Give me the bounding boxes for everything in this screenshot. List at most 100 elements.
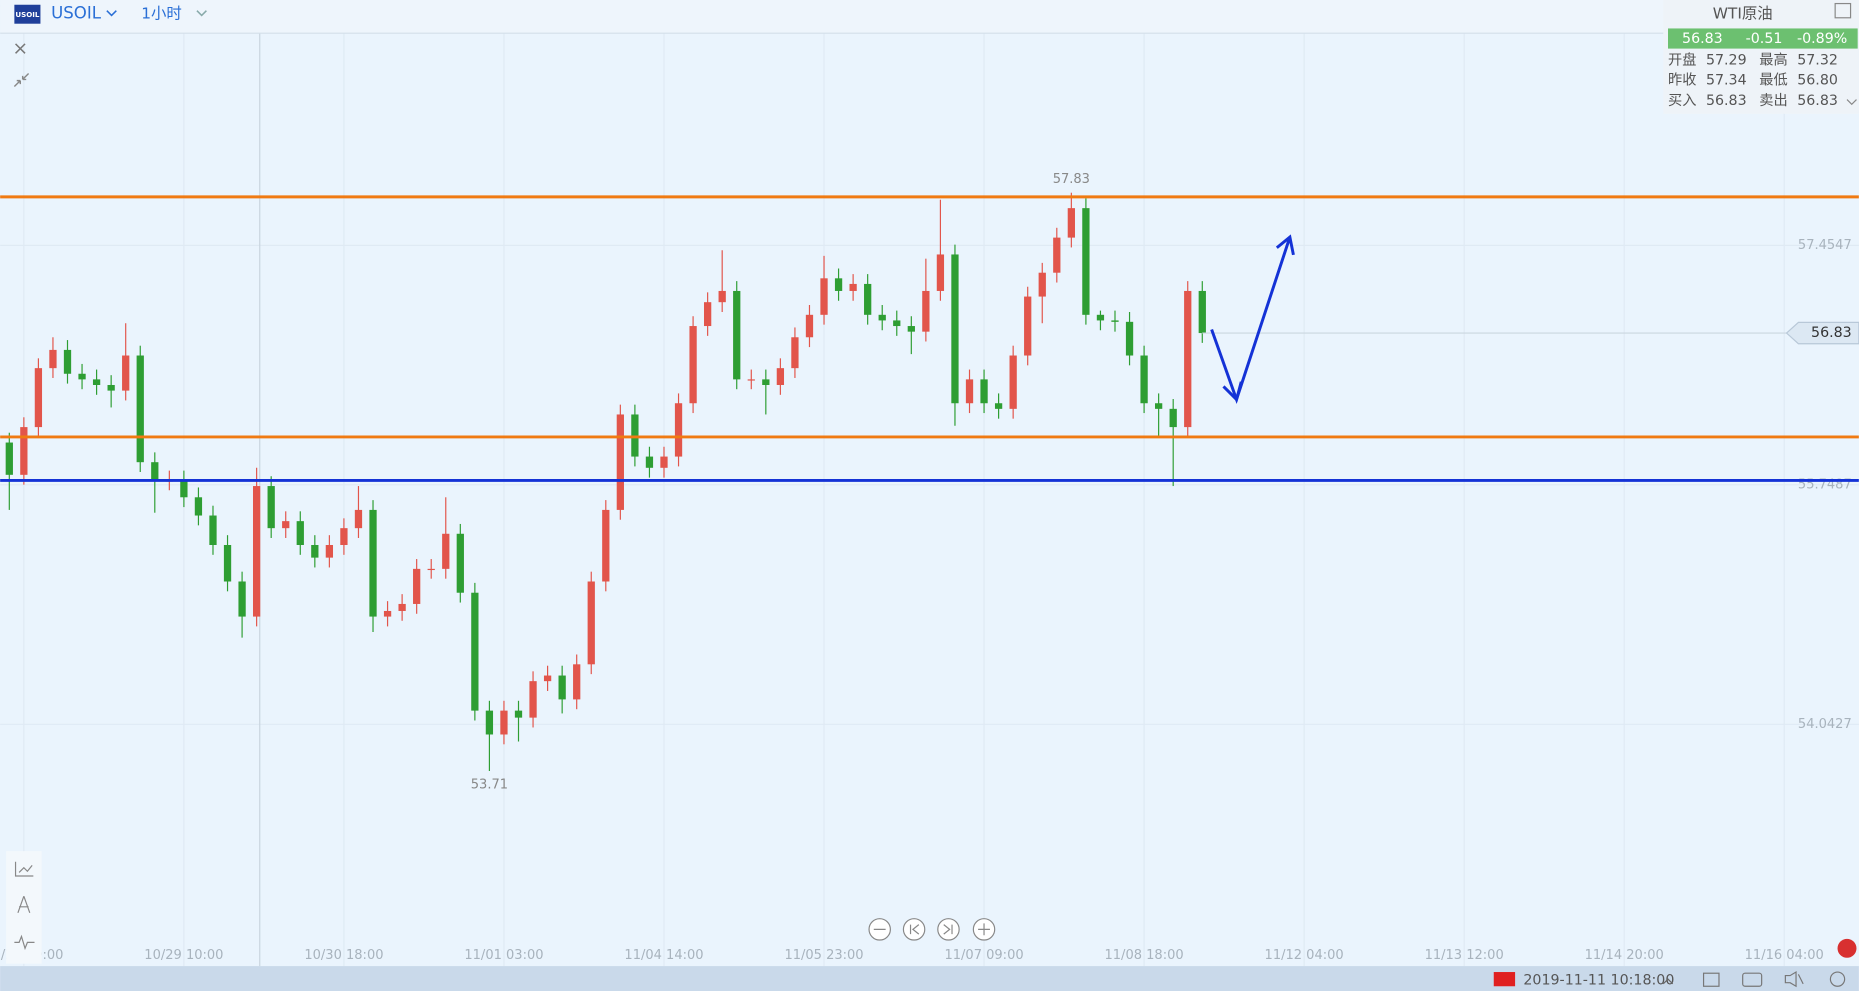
scroll-start[interactable]: [902, 918, 926, 941]
interval[interactable]: 1小时: [141, 5, 182, 23]
x-tick-label: 11/01 03:00: [464, 948, 543, 963]
candle-body: [340, 528, 348, 546]
quote-panel: [1663, 0, 1859, 114]
candle-body: [660, 456, 668, 468]
candle-body: [994, 403, 1003, 409]
status-expand[interactable]: [1662, 978, 1674, 985]
symbol[interactable]: USOIL: [51, 4, 102, 23]
scroll-end[interactable]: [937, 918, 960, 941]
candle-body: [616, 414, 624, 510]
settings-icon[interactable]: [1829, 971, 1846, 987]
quote-label: 最低: [1759, 72, 1787, 89]
quote-box: [1668, 28, 1858, 49]
candle-body: [49, 349, 57, 369]
candle-body: [136, 355, 144, 463]
pulse-tool[interactable]: [14, 934, 35, 951]
symbol-dropdown[interactable]: [106, 10, 117, 17]
candle-body: [514, 710, 523, 718]
candle-body: [820, 278, 828, 315]
candle-body: [209, 515, 217, 546]
candle-body: [791, 337, 799, 369]
candle-body: [485, 710, 494, 735]
candle-body: [980, 379, 988, 404]
candle-body: [1198, 290, 1206, 334]
low-label: 53.71: [471, 778, 508, 793]
x-tick-label: 10/30 18:00: [304, 948, 383, 963]
candle-body: [674, 403, 683, 457]
indicator-tool[interactable]: [14, 861, 34, 877]
panel-expand[interactable]: [1846, 99, 1857, 106]
candle-body: [1096, 314, 1105, 321]
camera-icon[interactable]: [1742, 972, 1763, 987]
close-button[interactable]: [15, 43, 26, 54]
candle-body: [543, 675, 552, 682]
candle-body: [1024, 296, 1032, 356]
quote-label: 昨收: [1668, 72, 1696, 89]
collapse-button[interactable]: [13, 72, 30, 88]
candle-body: [805, 314, 814, 338]
alert-icon[interactable]: [1837, 938, 1857, 958]
candle-body: [1111, 320, 1119, 322]
quote-label: 开盘: [1668, 50, 1696, 68]
candle-body: [1169, 408, 1177, 428]
quote-value: 57.29: [1706, 52, 1747, 68]
logo-text: USOIL: [15, 10, 40, 19]
last-price-label: 56.83: [1811, 325, 1852, 341]
candle-body: [500, 710, 508, 735]
candle-body: [20, 427, 28, 475]
candle-body: [573, 664, 581, 700]
quote-label: 最高: [1759, 51, 1787, 68]
candle-body: [180, 480, 188, 498]
candle-body: [456, 533, 464, 593]
quote-value: 56.80: [1797, 73, 1838, 89]
candle-body: [718, 290, 726, 303]
candle-body: [92, 379, 101, 385]
candle-body: [893, 320, 901, 327]
candle-body: [776, 368, 785, 385]
quote-last: 56.83: [1682, 31, 1723, 47]
flag: [1493, 972, 1516, 987]
window-icon[interactable]: [1702, 972, 1720, 987]
sound-icon[interactable]: [1784, 970, 1804, 988]
x-tick-label: 11/07 09:00: [944, 948, 1023, 963]
candle-body: [5, 442, 13, 475]
nav-icons: [873, 923, 990, 936]
interval-dropdown[interactable]: [196, 10, 207, 17]
quote-rows: 开盘 57.29 最高 57.32 昨收 57.34 最低 56.80 买入 5…: [1668, 50, 1838, 108]
candle-body: [965, 379, 974, 404]
candle-body: [63, 349, 72, 374]
candle-body: [194, 497, 203, 516]
candle-body: [703, 302, 712, 327]
quote-value: 57.32: [1797, 52, 1838, 68]
quote-value: 56.83: [1706, 93, 1747, 109]
arrow-head-up: [1275, 234, 1295, 256]
candle-body: [689, 326, 697, 404]
candle-body: [878, 314, 886, 321]
quote-value: 57.34: [1706, 73, 1747, 89]
candle-body: [1155, 403, 1163, 409]
navigation: [868, 918, 996, 941]
candle-body: [122, 355, 130, 391]
candle-body: [413, 568, 421, 604]
status-bar: [0, 966, 1859, 991]
x-tick-label: 11/13 12:00: [1425, 948, 1504, 963]
status-datetime: 2019-11-11 10:18:00: [1523, 972, 1674, 988]
candle-body: [238, 581, 246, 617]
candle-body: [471, 592, 479, 711]
candle-body: [1067, 208, 1075, 238]
x-tick-label: 11/14 20:00: [1585, 948, 1664, 963]
candle-body: [936, 254, 945, 291]
candle-body: [325, 545, 334, 558]
candle-body: [1038, 272, 1046, 297]
candle-body: [1125, 321, 1134, 356]
y-tick-label: 54.0427: [1798, 717, 1852, 732]
candle-body: [747, 379, 755, 381]
candle-body: [282, 521, 290, 529]
candle-body: [296, 521, 304, 546]
candle-body: [398, 603, 406, 611]
candle-body: [107, 384, 115, 391]
x-tick-label: 11/12 04:00: [1265, 948, 1344, 963]
panel-toggle[interactable]: [1834, 2, 1852, 19]
draw-tool[interactable]: [17, 895, 31, 913]
